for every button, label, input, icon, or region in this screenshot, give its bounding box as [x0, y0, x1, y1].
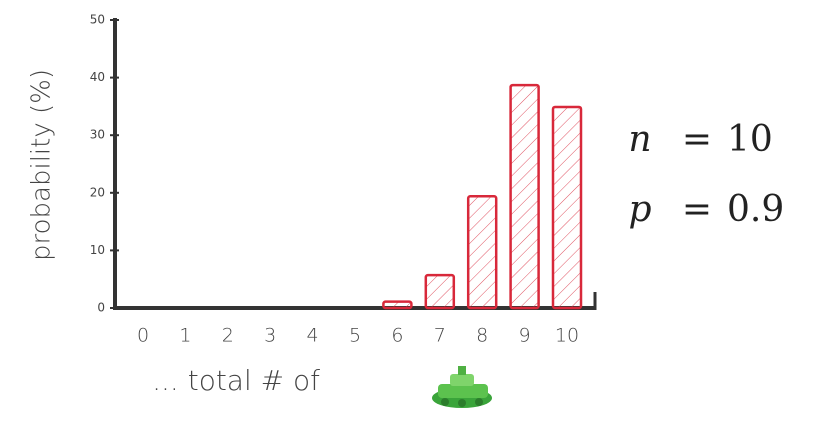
y-tick-label: 10: [90, 243, 105, 257]
y-tick-label: 0: [97, 301, 105, 315]
bar: [424, 273, 456, 310]
x-tick-label: 5: [349, 325, 361, 347]
x-tick-label: 7: [434, 325, 446, 347]
y-tick-label: 50: [90, 13, 105, 27]
x-tick-label: 10: [555, 325, 579, 347]
x-tick-label: 4: [307, 325, 319, 347]
bar: [466, 195, 498, 310]
x-tick-label: 2: [222, 325, 234, 347]
x-axis-label: ... total # of: [152, 364, 320, 397]
x-tick-label: 3: [264, 325, 276, 347]
annotation-value: 10: [727, 119, 773, 160]
annotation-symbol: p: [628, 189, 651, 230]
annotation-relation: =: [682, 189, 712, 230]
y-tick-label: 30: [90, 128, 105, 142]
x-tick-label: 8: [476, 325, 488, 347]
x-tick-label: 6: [391, 325, 403, 347]
x-tick-label: 9: [519, 325, 531, 347]
bar: [551, 105, 583, 310]
annotation-relation: =: [682, 119, 712, 160]
tank-icon: [432, 366, 492, 408]
x-tick-label: 0: [137, 325, 149, 347]
y-axis-label: probability (%): [27, 69, 57, 261]
bar: [509, 83, 540, 310]
y-tick-label: 40: [90, 70, 105, 84]
annotation-symbol: n: [628, 119, 651, 160]
x-tick-label: 1: [179, 325, 191, 347]
annotation-value: 0.9: [727, 189, 784, 230]
y-tick-label: 20: [90, 185, 105, 199]
bar: [382, 300, 413, 310]
